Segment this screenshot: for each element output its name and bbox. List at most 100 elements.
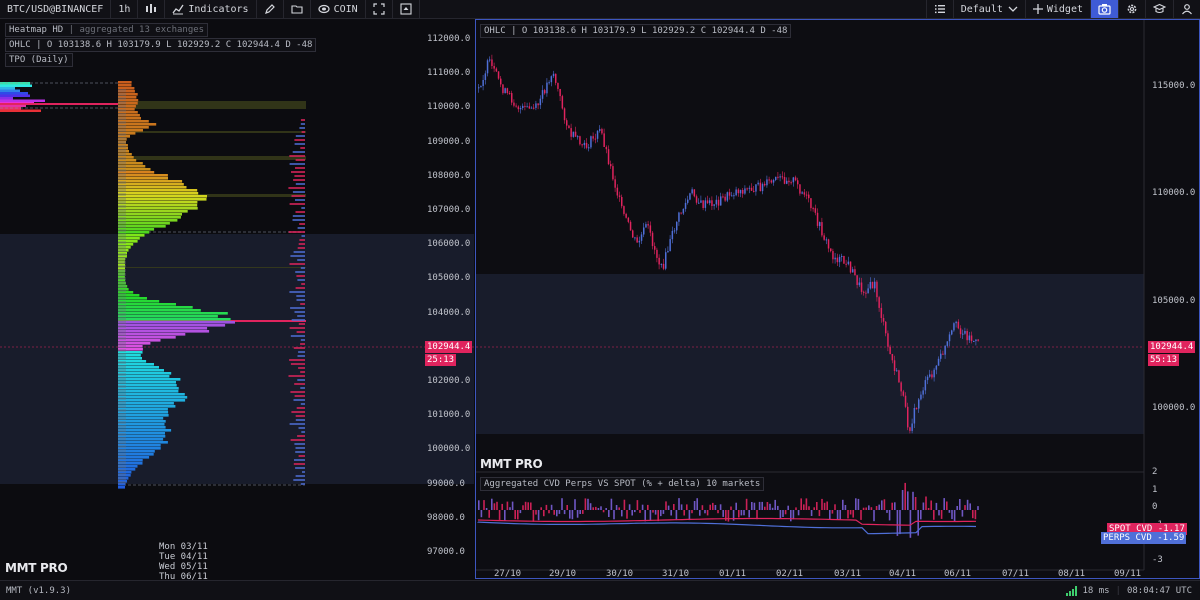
candle-body [825,239,828,241]
indicators-button[interactable]: Indicators [165,0,257,18]
volume-profile-row [118,279,126,282]
candle-body [781,176,784,178]
candle-body [482,80,484,86]
candle-body [544,90,546,94]
candle-body [845,263,847,265]
heatmap-cell [0,87,15,90]
volume-profile-row [118,234,145,237]
tpo-cell [118,309,126,312]
candle-body [854,269,856,276]
cvd-delta-bar [485,508,488,510]
tpo-cell [118,229,126,232]
account-button[interactable] [1173,0,1200,18]
candlestick-pane[interactable]: OHLC | O 103138.6 H 103179.9 L 102929.2 … [475,19,1200,579]
volume-profile-row [118,483,126,486]
right-countdown-tag: 55:13 [1148,354,1180,366]
chart-type-button[interactable] [138,0,166,18]
perps-cvd-label: PERPS CVD [1103,533,1152,543]
candle-body [702,200,704,208]
candle-body [948,334,951,342]
symbol-selector[interactable]: BTC/USD@BINANCEF [0,0,112,18]
coin-button[interactable]: COIN [311,0,366,18]
candle-body [786,180,788,184]
layout-dropdown[interactable]: Default [952,0,1025,18]
tpo-cell [118,97,126,100]
tpo-cell [118,205,126,208]
cvd-delta-bar [787,505,789,510]
tpo-cell [118,301,126,304]
cvd-delta-bar [706,510,709,516]
cvd-delta-bar [834,504,836,510]
tpo-cell [118,481,126,484]
candle-body [526,106,528,108]
heatmap-legend[interactable]: Heatmap HD | aggregated 13 exchanges [5,23,209,37]
tpo-cell [118,313,126,316]
volume-profile-row [118,240,138,243]
candle-body [689,193,691,200]
screenshot-button[interactable] [1090,0,1118,18]
volume-profile-row [118,186,187,189]
open-folder-button[interactable] [284,0,311,18]
cvd-delta-bar [844,505,847,510]
delta-bar [288,231,305,233]
candle-body [502,84,504,94]
candle-body [546,82,548,94]
volume-profile-row [118,222,170,225]
tpo-legend[interactable]: TPO (Daily) [5,53,73,67]
candlestick-canvas[interactable] [476,20,1199,578]
candle-body [711,200,713,206]
volume-profile-row [118,363,154,366]
delta-bar [291,195,305,197]
tpo-cell [118,421,126,424]
tpo-cell [118,117,126,120]
cvd-delta-bar [582,510,584,514]
right-ohlc-legend[interactable]: OHLC | O 103138.6 H 103179.9 L 102929.2 … [480,24,792,38]
price-axis-label: 107000.0 [427,205,471,215]
tpo-cell [118,477,126,480]
cvd-delta-bar [621,510,623,517]
cvd-legend[interactable]: Aggregated CVD Perps VS SPOT (% + delta)… [480,477,765,491]
delta-bar [300,267,305,269]
draw-button[interactable] [257,0,284,18]
volume-profile-row [118,420,166,423]
interval-selector[interactable]: 1h [111,0,139,18]
volume-profile-row [118,297,147,300]
volume-profile-row [118,312,228,315]
heatmap-canvas[interactable] [0,19,474,579]
tpo-cell [118,137,126,140]
volume-profile-row [118,375,170,378]
candle-body [808,194,810,199]
cvd-delta-bar [639,510,641,513]
status-divider: | [1115,585,1121,596]
candle-body [517,106,520,110]
heatmap-pane[interactable]: Heatmap HD | aggregated 13 exchanges OHL… [0,19,474,582]
settings-button[interactable] [1118,0,1145,18]
time-axis-label: 04/11 [889,569,917,579]
fullscreen-button[interactable] [366,0,393,18]
cvd-delta-bar [478,500,480,510]
left-ohlc-legend[interactable]: OHLC | O 103138.6 H 103179.9 L 102929.2 … [5,38,317,52]
delta-bar [298,427,305,429]
candle-body [953,323,955,331]
snapshot-upload-button[interactable] [393,0,420,18]
tpo-cell [118,173,126,176]
cvd-delta-bar [548,510,550,514]
add-widget-button[interactable]: Widget [1024,0,1090,18]
tpo-cell [118,365,126,368]
delta-bar [301,235,305,237]
volume-profile-row [118,153,132,156]
cvd-delta-bar [704,510,706,514]
candle-body [726,192,729,201]
cvd-delta-bar [920,510,922,520]
tpo-cell [118,113,126,116]
cvd-delta-bar [943,498,945,510]
tpo-cell [118,257,126,260]
candle-body [827,239,830,249]
academy-button[interactable] [1145,0,1173,18]
menu-list-button[interactable] [925,0,953,18]
candle-body [805,194,808,196]
candle-body [612,166,614,180]
volume-profile-row [118,447,161,450]
delta-bar [299,127,305,129]
delta-bar [290,307,305,309]
